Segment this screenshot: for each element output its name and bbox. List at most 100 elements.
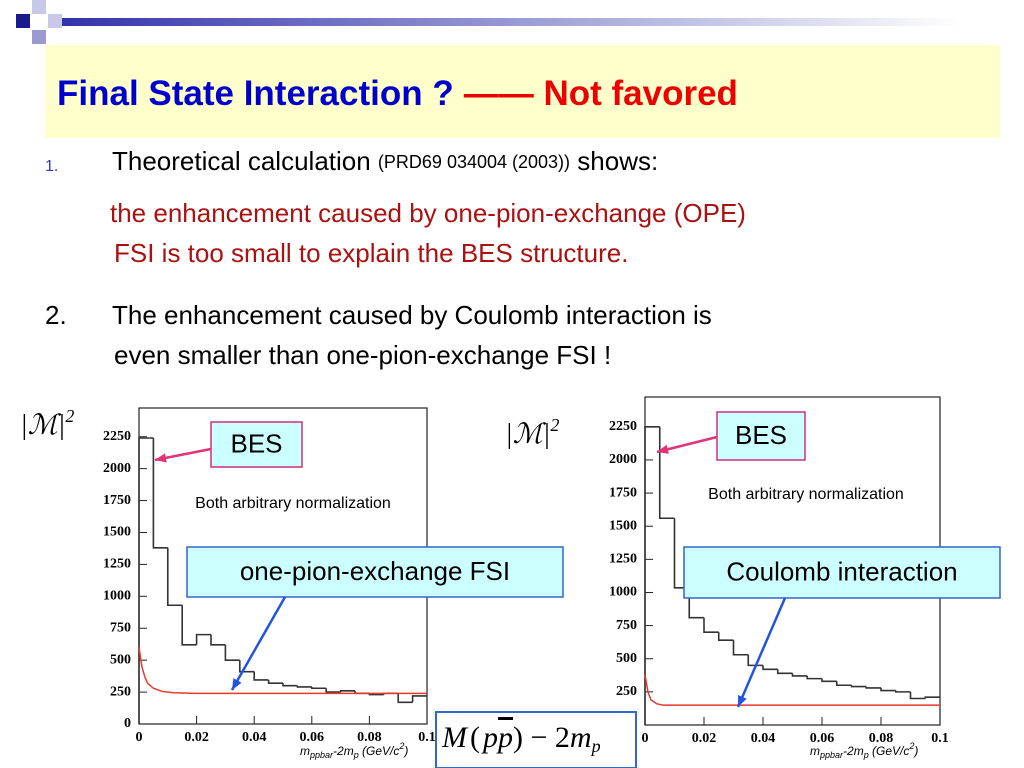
- y-axis-label-part: 2: [550, 415, 559, 435]
- decor-bar: [62, 18, 962, 26]
- y-axis-label-part: 2: [65, 406, 74, 426]
- annotation: BES: [230, 428, 282, 458]
- annotation: one-pion-exchange FSI: [240, 556, 510, 586]
- x-axis-label: mppbar-2mp (GeV/c2): [810, 741, 918, 760]
- histogram-bin: [821, 678, 837, 683]
- arrow-head: [232, 678, 242, 690]
- histogram-bin: [658, 426, 675, 520]
- histogram-bin: [311, 686, 327, 690]
- histogram-bin: [717, 632, 734, 641]
- x-tick-label: 0.02: [184, 730, 209, 745]
- label-box: [683, 546, 1001, 599]
- formula-part: p: [481, 721, 498, 754]
- curve: [644, 674, 940, 706]
- y-tick-label: 250: [110, 684, 131, 699]
- formula: M(pp) − 2mp: [441, 721, 601, 756]
- histogram-bin: [296, 685, 312, 688]
- histogram-bin: [791, 673, 808, 677]
- y-tick-label: 1750: [103, 493, 131, 508]
- y-tick-label: 750: [110, 620, 131, 635]
- title-tail: —— Not favored: [464, 74, 738, 113]
- y-tick-label: 750: [616, 618, 637, 633]
- arrow-head: [155, 453, 167, 463]
- item-text: Theoretical calculation (PRD69 034004 (2…: [112, 146, 658, 176]
- histogram-bin: [747, 654, 763, 667]
- x-tick-label: 0.06: [300, 730, 325, 745]
- histogram-bin: [253, 671, 269, 681]
- x-axis-label-part: ): [912, 744, 918, 758]
- histogram-bin: [195, 633, 211, 645]
- histogram-bin: [865, 686, 881, 689]
- x-axis-label-part: (GeV/c: [359, 744, 400, 758]
- y-tick-label: 500: [110, 652, 131, 667]
- histogram-bin: [806, 675, 822, 680]
- formula-part: m: [570, 721, 592, 754]
- x-axis-label-part: (GeV/c: [869, 744, 910, 758]
- y-axis-label-part: |ℳ|: [505, 419, 550, 450]
- formula-part: − 2: [523, 721, 570, 754]
- formula-part: p: [496, 721, 513, 754]
- x-tick-label: 0.08: [869, 731, 894, 746]
- y-axis-label-part: |ℳ|: [20, 410, 65, 441]
- y-axis-label: |ℳ|2: [505, 415, 559, 450]
- label-box: [716, 411, 806, 461]
- x-tick-label: 0.1: [931, 731, 949, 746]
- histogram-bin: [210, 634, 226, 646]
- y-tick-label: 250: [616, 684, 637, 699]
- histogram-bin: [703, 617, 719, 634]
- x-axis-label-part: ppbar: [819, 750, 844, 760]
- histogram-bin: [181, 605, 197, 646]
- detail-line: FSI is too small to explain the BES stru…: [114, 238, 628, 268]
- annotation: Both arbitrary normalization: [195, 495, 391, 512]
- y-tick-label: 1500: [103, 525, 131, 540]
- x-tick-label: 0.04: [242, 730, 267, 745]
- y-tick-label: 1250: [609, 552, 637, 567]
- x-axis-label-part: p: [353, 750, 359, 760]
- title-main: Final State Interaction ?: [57, 74, 454, 113]
- y-tick-label: 2000: [103, 461, 131, 476]
- decor: [32, 30, 46, 44]
- arrow-head: [738, 695, 747, 707]
- x-axis-label-part: -2m: [333, 744, 354, 758]
- y-tick-label: 1500: [609, 518, 637, 533]
- arrow: [230, 596, 287, 691]
- histogram-bin: [894, 690, 911, 693]
- decor: [32, 0, 46, 14]
- formula-part: p: [590, 736, 601, 756]
- item-text-part: Theoretical calculation: [112, 146, 378, 176]
- x-axis-label-part: 2: [398, 741, 404, 751]
- detail-line: the enhancement caused by one-pion-excha…: [110, 198, 746, 228]
- histogram-bin: [762, 665, 778, 671]
- x-tick-label: 0: [136, 730, 143, 745]
- histogram-bin: [909, 691, 926, 700]
- formula-part: M: [441, 721, 469, 754]
- histogram-bin: [880, 687, 896, 692]
- histogram-bin: [239, 660, 255, 673]
- y-tick-label: 2250: [103, 429, 131, 444]
- x-axis-label: mppbar-2mp (GeV/c2): [300, 741, 408, 760]
- histogram-bin: [850, 685, 867, 688]
- item-number: 1.: [45, 158, 58, 175]
- annotation: BES: [735, 420, 787, 450]
- label-box: [186, 546, 564, 598]
- y-tick-label: 1750: [609, 485, 637, 500]
- y-tick-label: 2250: [609, 419, 637, 434]
- x-tick-label: 0.08: [357, 730, 382, 745]
- curve: [138, 647, 427, 695]
- formula-box: [435, 711, 637, 768]
- arrow: [736, 597, 787, 708]
- histogram-bin: [776, 669, 793, 675]
- histogram-bin: [224, 644, 240, 661]
- formula-part: ): [513, 721, 523, 754]
- histogram-bin: [167, 547, 183, 607]
- histogram-bin: [282, 683, 298, 687]
- y-tick-label: 1000: [609, 585, 637, 600]
- y-axis-label: |ℳ|2: [20, 406, 74, 441]
- x-axis-label-part: m: [810, 744, 820, 758]
- y-tick-label: 0: [124, 716, 131, 731]
- item-text: The enhancement caused by Coulomb intera…: [112, 300, 712, 330]
- histogram-bin: [397, 693, 413, 704]
- x-tick-label: 0.1: [418, 730, 436, 745]
